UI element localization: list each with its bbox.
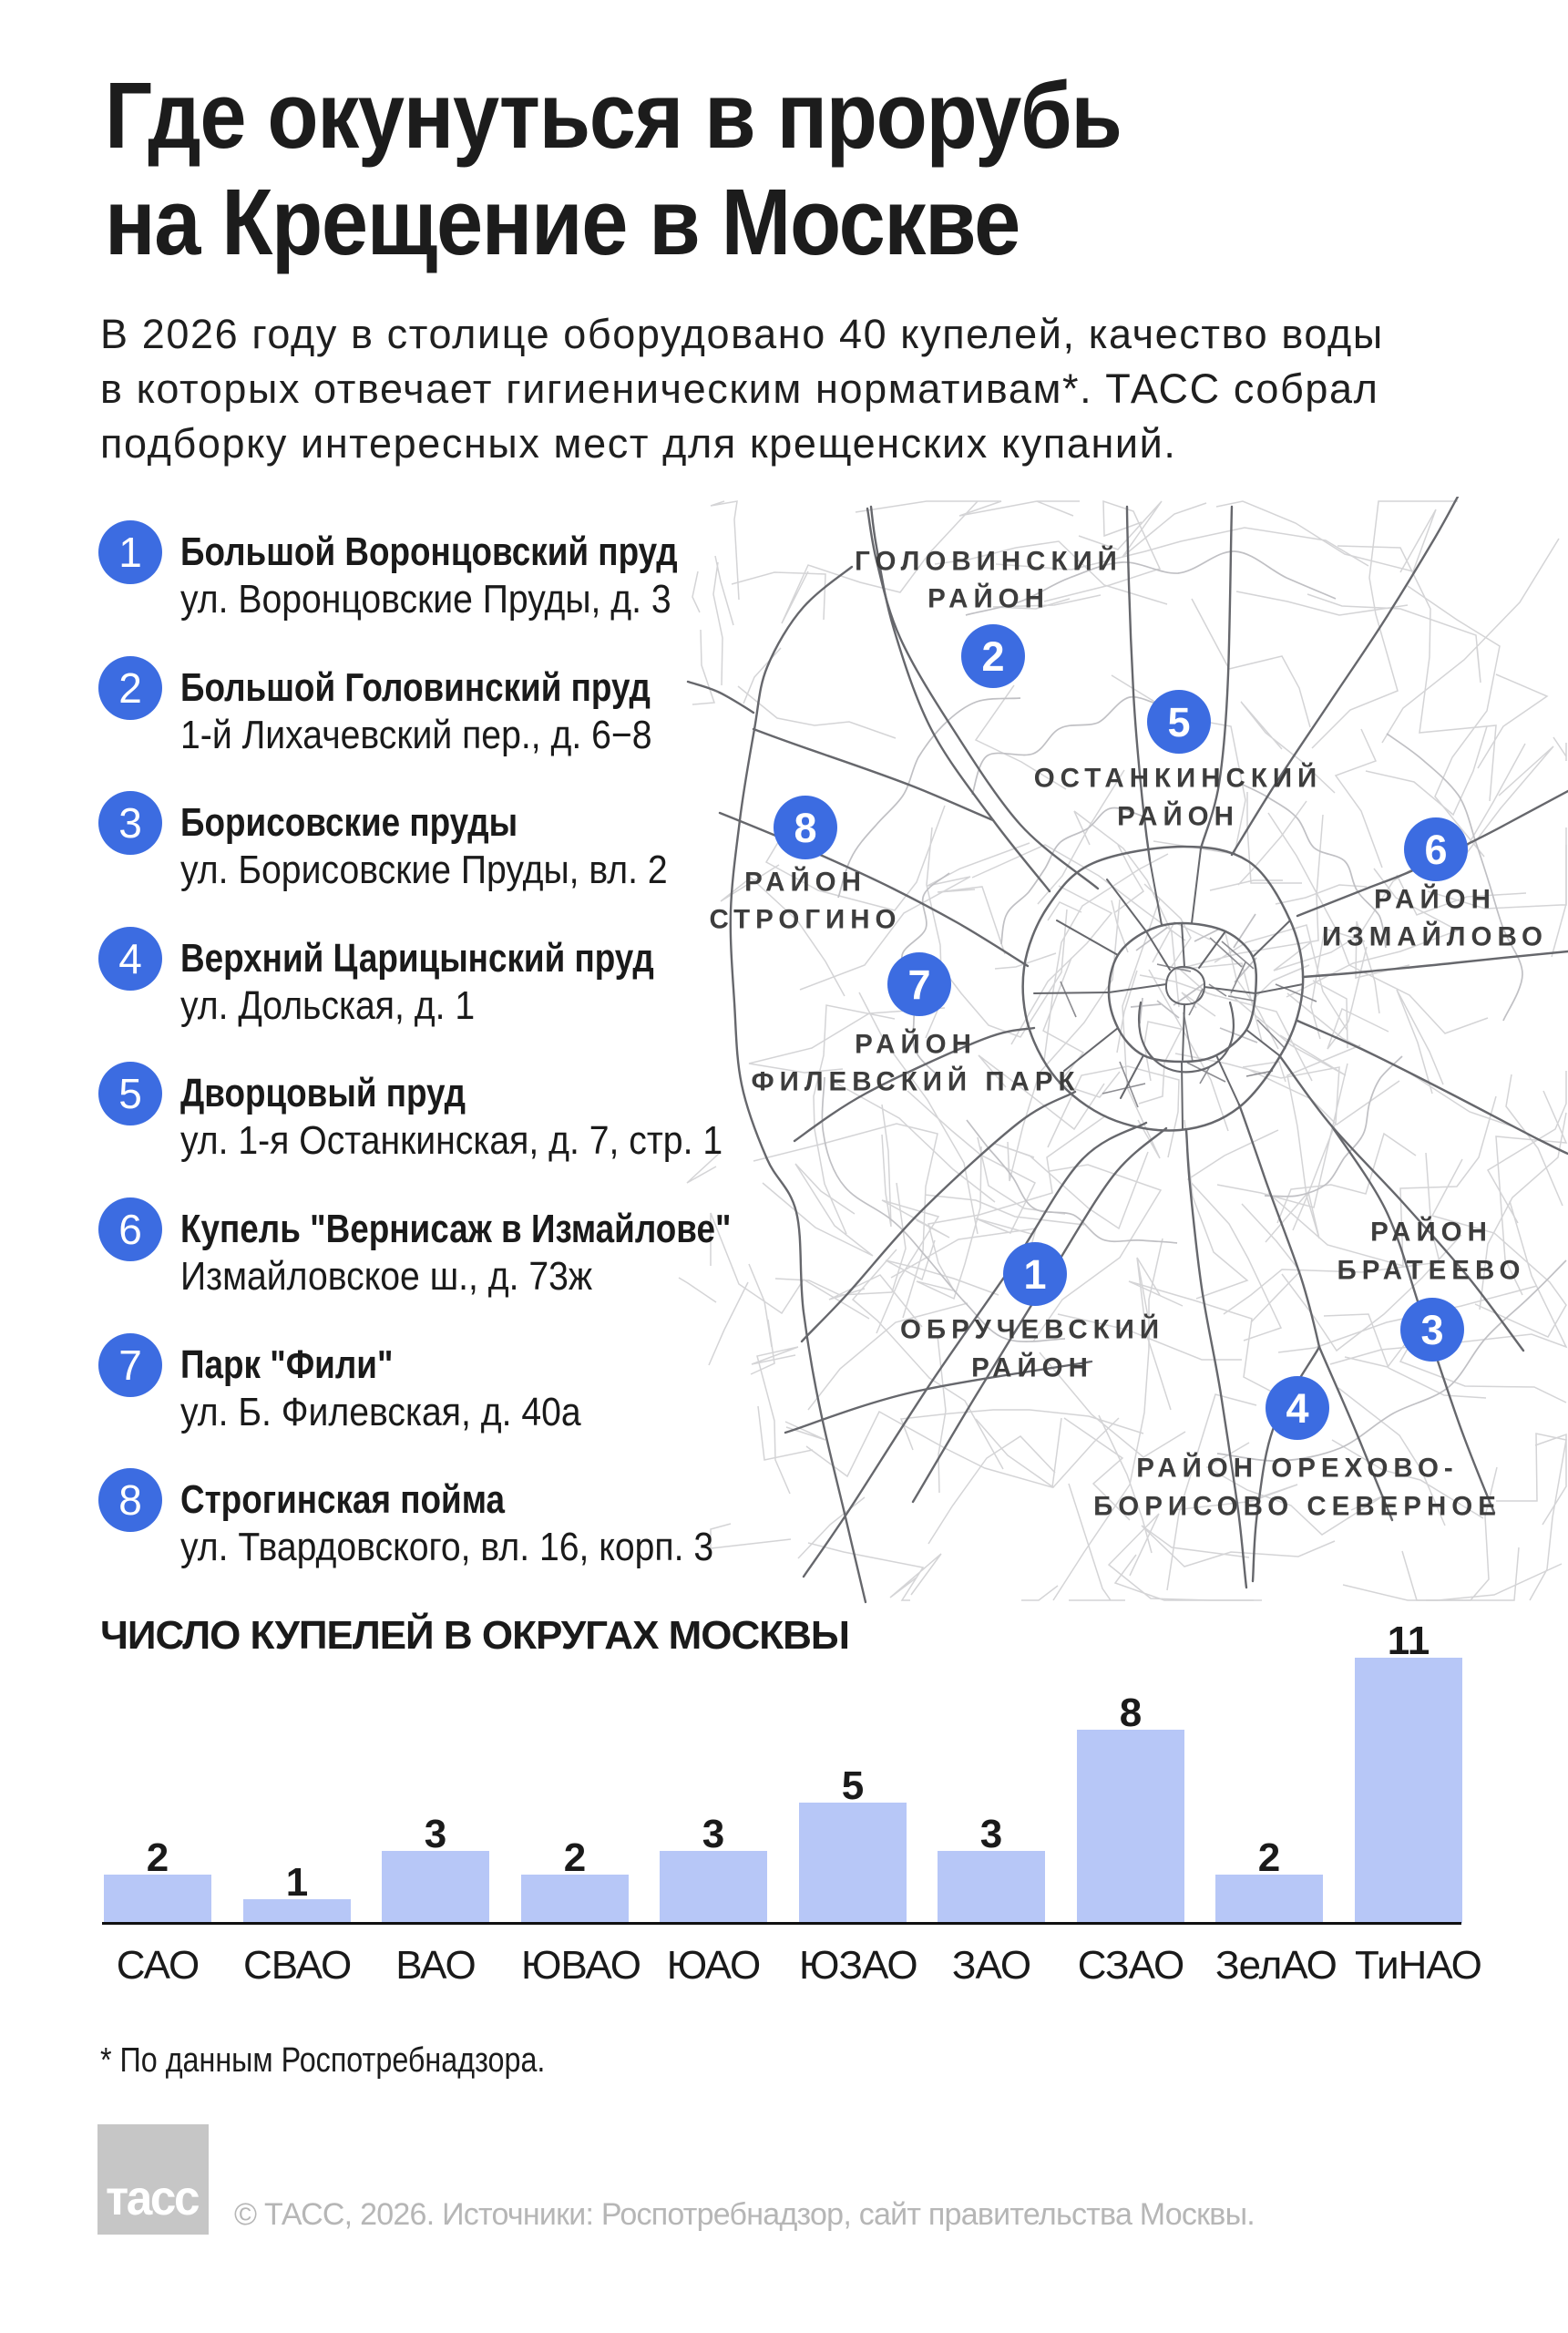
svg-text:БОРИСОВО СЕВЕРНОЕ: БОРИСОВО СЕВЕРНОЕ [1093,1492,1501,1522]
svg-text:3: 3 [1420,1307,1443,1353]
svg-text:6: 6 [1424,827,1447,873]
svg-text:РАЙОН: РАЙОН [855,1029,977,1060]
svg-text:ОСТАНКИНСКИЙ: ОСТАНКИНСКИЙ [1034,763,1323,794]
svg-text:5: 5 [1167,699,1190,745]
svg-text:7: 7 [907,961,930,1008]
svg-text:РАЙОН: РАЙОН [1117,801,1239,832]
svg-text:РАЙОН: РАЙОН [971,1352,1093,1383]
svg-text:1: 1 [1023,1251,1046,1298]
svg-text:БРАТЕЕВО: БРАТЕЕВО [1337,1256,1525,1286]
svg-text:РАЙОН ОРЕХОВО-: РАЙОН ОРЕХОВО- [1136,1453,1459,1484]
svg-text:РАЙОН: РАЙОН [927,583,1050,614]
svg-text:РАЙОН: РАЙОН [1370,1217,1492,1248]
svg-text:2: 2 [981,633,1004,680]
svg-text:8: 8 [794,805,816,851]
svg-text:ИЗМАЙЛОВО: ИЗМАЙЛОВО [1322,921,1548,952]
svg-text:ФИЛЕВСКИЙ ПАРК: ФИЛЕВСКИЙ ПАРК [751,1066,1080,1097]
svg-text:4: 4 [1286,1385,1308,1432]
svg-text:РАЙОН: РАЙОН [744,867,866,898]
svg-text:ОБРУЧЕВСКИЙ: ОБРУЧЕВСКИЙ [900,1314,1164,1345]
svg-text:ГОЛОВИНСКИЙ: ГОЛОВИНСКИЙ [855,546,1122,577]
svg-text:РАЙОН: РАЙОН [1374,884,1496,915]
svg-text:СТРОГИНО: СТРОГИНО [710,905,902,935]
